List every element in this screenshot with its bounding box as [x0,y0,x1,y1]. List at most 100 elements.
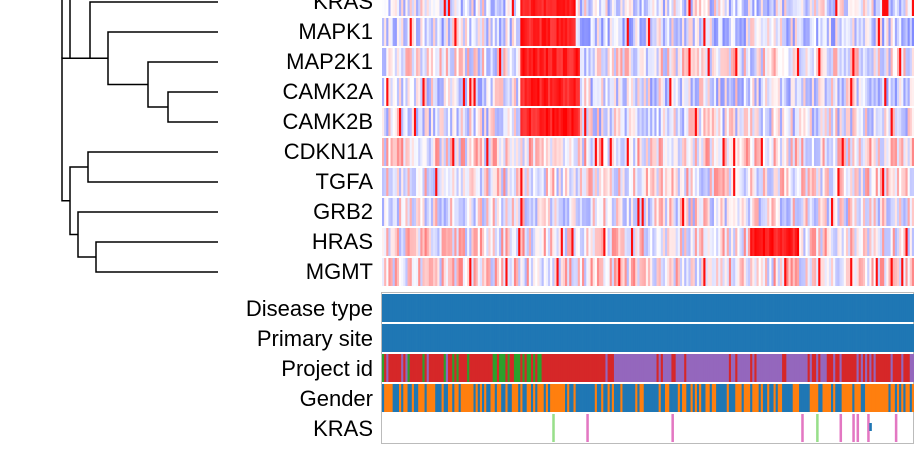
annotation-cell [528,294,532,322]
heatmap-cell [848,48,851,76]
heatmap-cell [833,168,836,196]
heatmap-cell [445,228,449,256]
heatmap-cell [428,18,432,46]
heatmap-cell [499,198,502,226]
heatmap-cell [582,258,585,286]
heatmap-cell [435,48,438,76]
heatmap-cell [775,48,779,76]
heatmap-cell [482,18,485,46]
annotation-cell [626,324,630,352]
annotation-cell [603,324,606,352]
heatmap-cell [552,0,555,16]
heatmap-cell [522,48,525,76]
annotation-cell [801,324,804,352]
heatmap-cell [892,168,896,196]
heatmap-cell [886,48,889,76]
annotation-cell [677,384,681,412]
heatmap-cell [413,228,417,256]
heatmap-cell [805,138,808,166]
annotation-cell [392,294,396,322]
heatmap-cell [443,228,447,256]
heatmap-cell [703,0,706,16]
heatmap-cell [582,108,585,136]
heatmap-cell [411,78,415,106]
heatmap-cell [609,108,613,136]
heatmap-cell [875,138,879,166]
heatmap-cell [745,0,749,16]
heatmap-cell [513,78,517,106]
heatmap-cell [507,0,511,16]
annotation-cell [850,384,853,412]
heatmap-cell [530,258,534,286]
heatmap-cell [735,78,738,106]
heatmap-cell [769,168,772,196]
heatmap-cell [822,78,826,106]
annotation-cell [641,354,645,382]
heatmap-cell [745,168,749,196]
annotation-cell [594,384,598,412]
annotation-cell [554,324,557,352]
heatmap-cell [507,18,511,46]
heatmap-cell [882,228,885,256]
heatmap-cell [773,0,777,16]
annotation-cell [488,354,491,382]
heatmap-cell [707,78,711,106]
heatmap-cell [816,18,819,46]
annotation-cell [486,384,489,412]
annotation-cell [703,354,706,382]
heatmap-cell [852,0,855,16]
annotation-cell [628,324,632,352]
heatmap-cell [507,258,511,286]
heatmap-cell [628,78,632,106]
heatmap-cell [458,228,462,256]
heatmap-cell [882,168,885,196]
annotation-cell [760,354,764,382]
heatmap-cell [384,108,387,136]
heatmap-cell [771,258,774,286]
heatmap-cell [788,138,791,166]
heatmap-cell [658,0,662,16]
heatmap-cell [648,198,651,226]
heatmap-cell [850,0,853,16]
heatmap-cell [490,0,494,16]
annotation-cell [901,384,904,412]
heatmap-cell [692,18,696,46]
heatmap-cell [741,138,745,166]
annotation-cell [760,384,764,412]
heatmap-cell [673,0,677,16]
heatmap-cell [618,18,621,46]
heatmap-cell [541,18,545,46]
heatmap-cell [860,48,864,76]
heatmap-cell [488,168,491,196]
annotation-tracks [381,292,914,444]
heatmap-cell [488,138,491,166]
heatmap-cell [401,198,404,226]
heatmap-cell [526,138,530,166]
annotation-cell [399,294,402,322]
heatmap-cell [743,138,747,166]
annotation-cell [794,324,798,352]
annotation-cell [443,354,447,382]
heatmap-cell [820,108,823,136]
heatmap-cell [837,258,840,286]
heatmap-cell [850,168,853,196]
heatmap-cell [443,108,447,136]
heatmap-cell [558,108,562,136]
heatmap-cell [831,198,834,226]
heatmap-cell [743,228,747,256]
annotation-cell [545,324,549,352]
annotation-cell [501,324,504,352]
annotation-cell [709,294,713,322]
heatmap-cell [399,78,402,106]
heatmap-cell [854,198,857,226]
heatmap-cell [416,0,419,16]
heatmap-cell [443,18,447,46]
heatmap-cell [790,168,794,196]
annotation-cell [867,294,870,322]
heatmap-cell [886,228,889,256]
annotation-cell [775,294,779,322]
heatmap-cell [471,138,474,166]
heatmap-cell [409,168,413,196]
heatmap-cell [754,228,757,256]
annotation-cell [679,354,683,382]
